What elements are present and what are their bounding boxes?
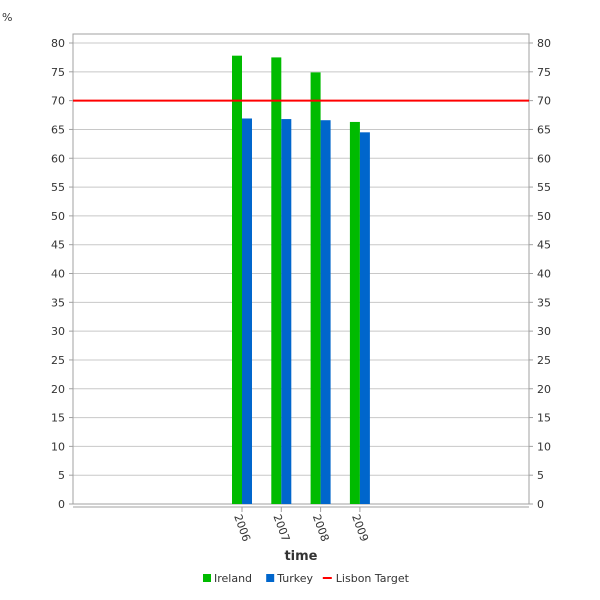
y-tick-label: 45 — [537, 239, 551, 252]
legend-label: Lisbon Target — [336, 572, 410, 585]
y-tick-label: 45 — [51, 239, 65, 252]
y-tick-label: 55 — [537, 181, 551, 194]
legend-swatch — [203, 574, 211, 582]
x-tick-label: 2008 — [310, 513, 332, 544]
y-tick-label: 70 — [51, 95, 65, 108]
y-tick-label: 55 — [51, 181, 65, 194]
y-axis-unit-label: % — [2, 11, 12, 24]
bar-ireland-2008 — [310, 72, 321, 505]
bar-turkey-2007 — [281, 119, 292, 504]
y-tick-label: 65 — [51, 123, 65, 136]
y-tick-label: 65 — [537, 123, 551, 136]
y-tick-label: 30 — [537, 325, 551, 338]
right-y-axis: 0 5 10 15 20 25 30 35 40 45 50 55 60 65 70 75 80 — [529, 37, 551, 511]
y-tick-label: 60 — [51, 152, 65, 165]
y-tick-label: 35 — [537, 296, 551, 309]
y-tick-label: 80 — [537, 37, 551, 50]
y-tick-label: 10 — [51, 440, 65, 453]
x-axis: 2006 2007 2008 2009 — [231, 507, 371, 543]
y-tick-label: 15 — [537, 412, 551, 425]
y-tick-label: 75 — [537, 66, 551, 79]
y-tick-label: 20 — [51, 383, 65, 396]
y-tick-label: 75 — [51, 66, 65, 79]
y-tick-label: 15 — [51, 412, 65, 425]
bar-ireland-2007 — [271, 57, 282, 504]
y-tick-label: 50 — [51, 210, 65, 223]
y-tick-label: 0 — [537, 498, 544, 511]
gridlines — [73, 42, 529, 505]
y-tick-label: 50 — [537, 210, 551, 223]
y-tick-label: 60 — [537, 152, 551, 165]
x-axis-title: time — [284, 549, 317, 564]
y-tick-label: 25 — [51, 354, 65, 367]
x-tick-label: 2009 — [349, 513, 371, 544]
bars — [232, 55, 370, 505]
legend: Ireland Turkey Lisbon Target — [203, 572, 410, 585]
x-tick-label: 2007 — [270, 513, 292, 544]
y-tick-label: 40 — [51, 268, 65, 281]
y-tick-label: 80 — [51, 37, 65, 50]
y-tick-label: 40 — [537, 268, 551, 281]
y-tick-label: 35 — [51, 296, 65, 309]
bar-ireland-2009 — [349, 121, 360, 504]
y-tick-label: 5 — [537, 469, 544, 482]
bar-turkey-2006 — [242, 118, 252, 505]
left-y-axis: 0 5 10 15 20 25 30 35 40 45 50 55 60 65 70 75 80 — [51, 37, 73, 511]
bar-ireland-2006 — [232, 55, 242, 505]
x-tick-label: 2006 — [231, 513, 253, 544]
legend-label: Turkey — [276, 572, 313, 585]
legend-label: Ireland — [214, 572, 252, 585]
y-tick-label: 20 — [537, 383, 551, 396]
y-tick-label: 30 — [51, 325, 65, 338]
y-tick-label: 25 — [537, 354, 551, 367]
legend-swatch — [266, 574, 275, 582]
plot-area-border — [72, 33, 530, 505]
y-tick-label: 0 — [58, 498, 65, 511]
y-tick-label: 10 — [537, 440, 551, 453]
bar-turkey-2008 — [320, 120, 331, 504]
y-tick-label: 5 — [58, 469, 65, 482]
bar-turkey-2009 — [359, 132, 370, 504]
y-tick-label: 70 — [537, 95, 551, 108]
